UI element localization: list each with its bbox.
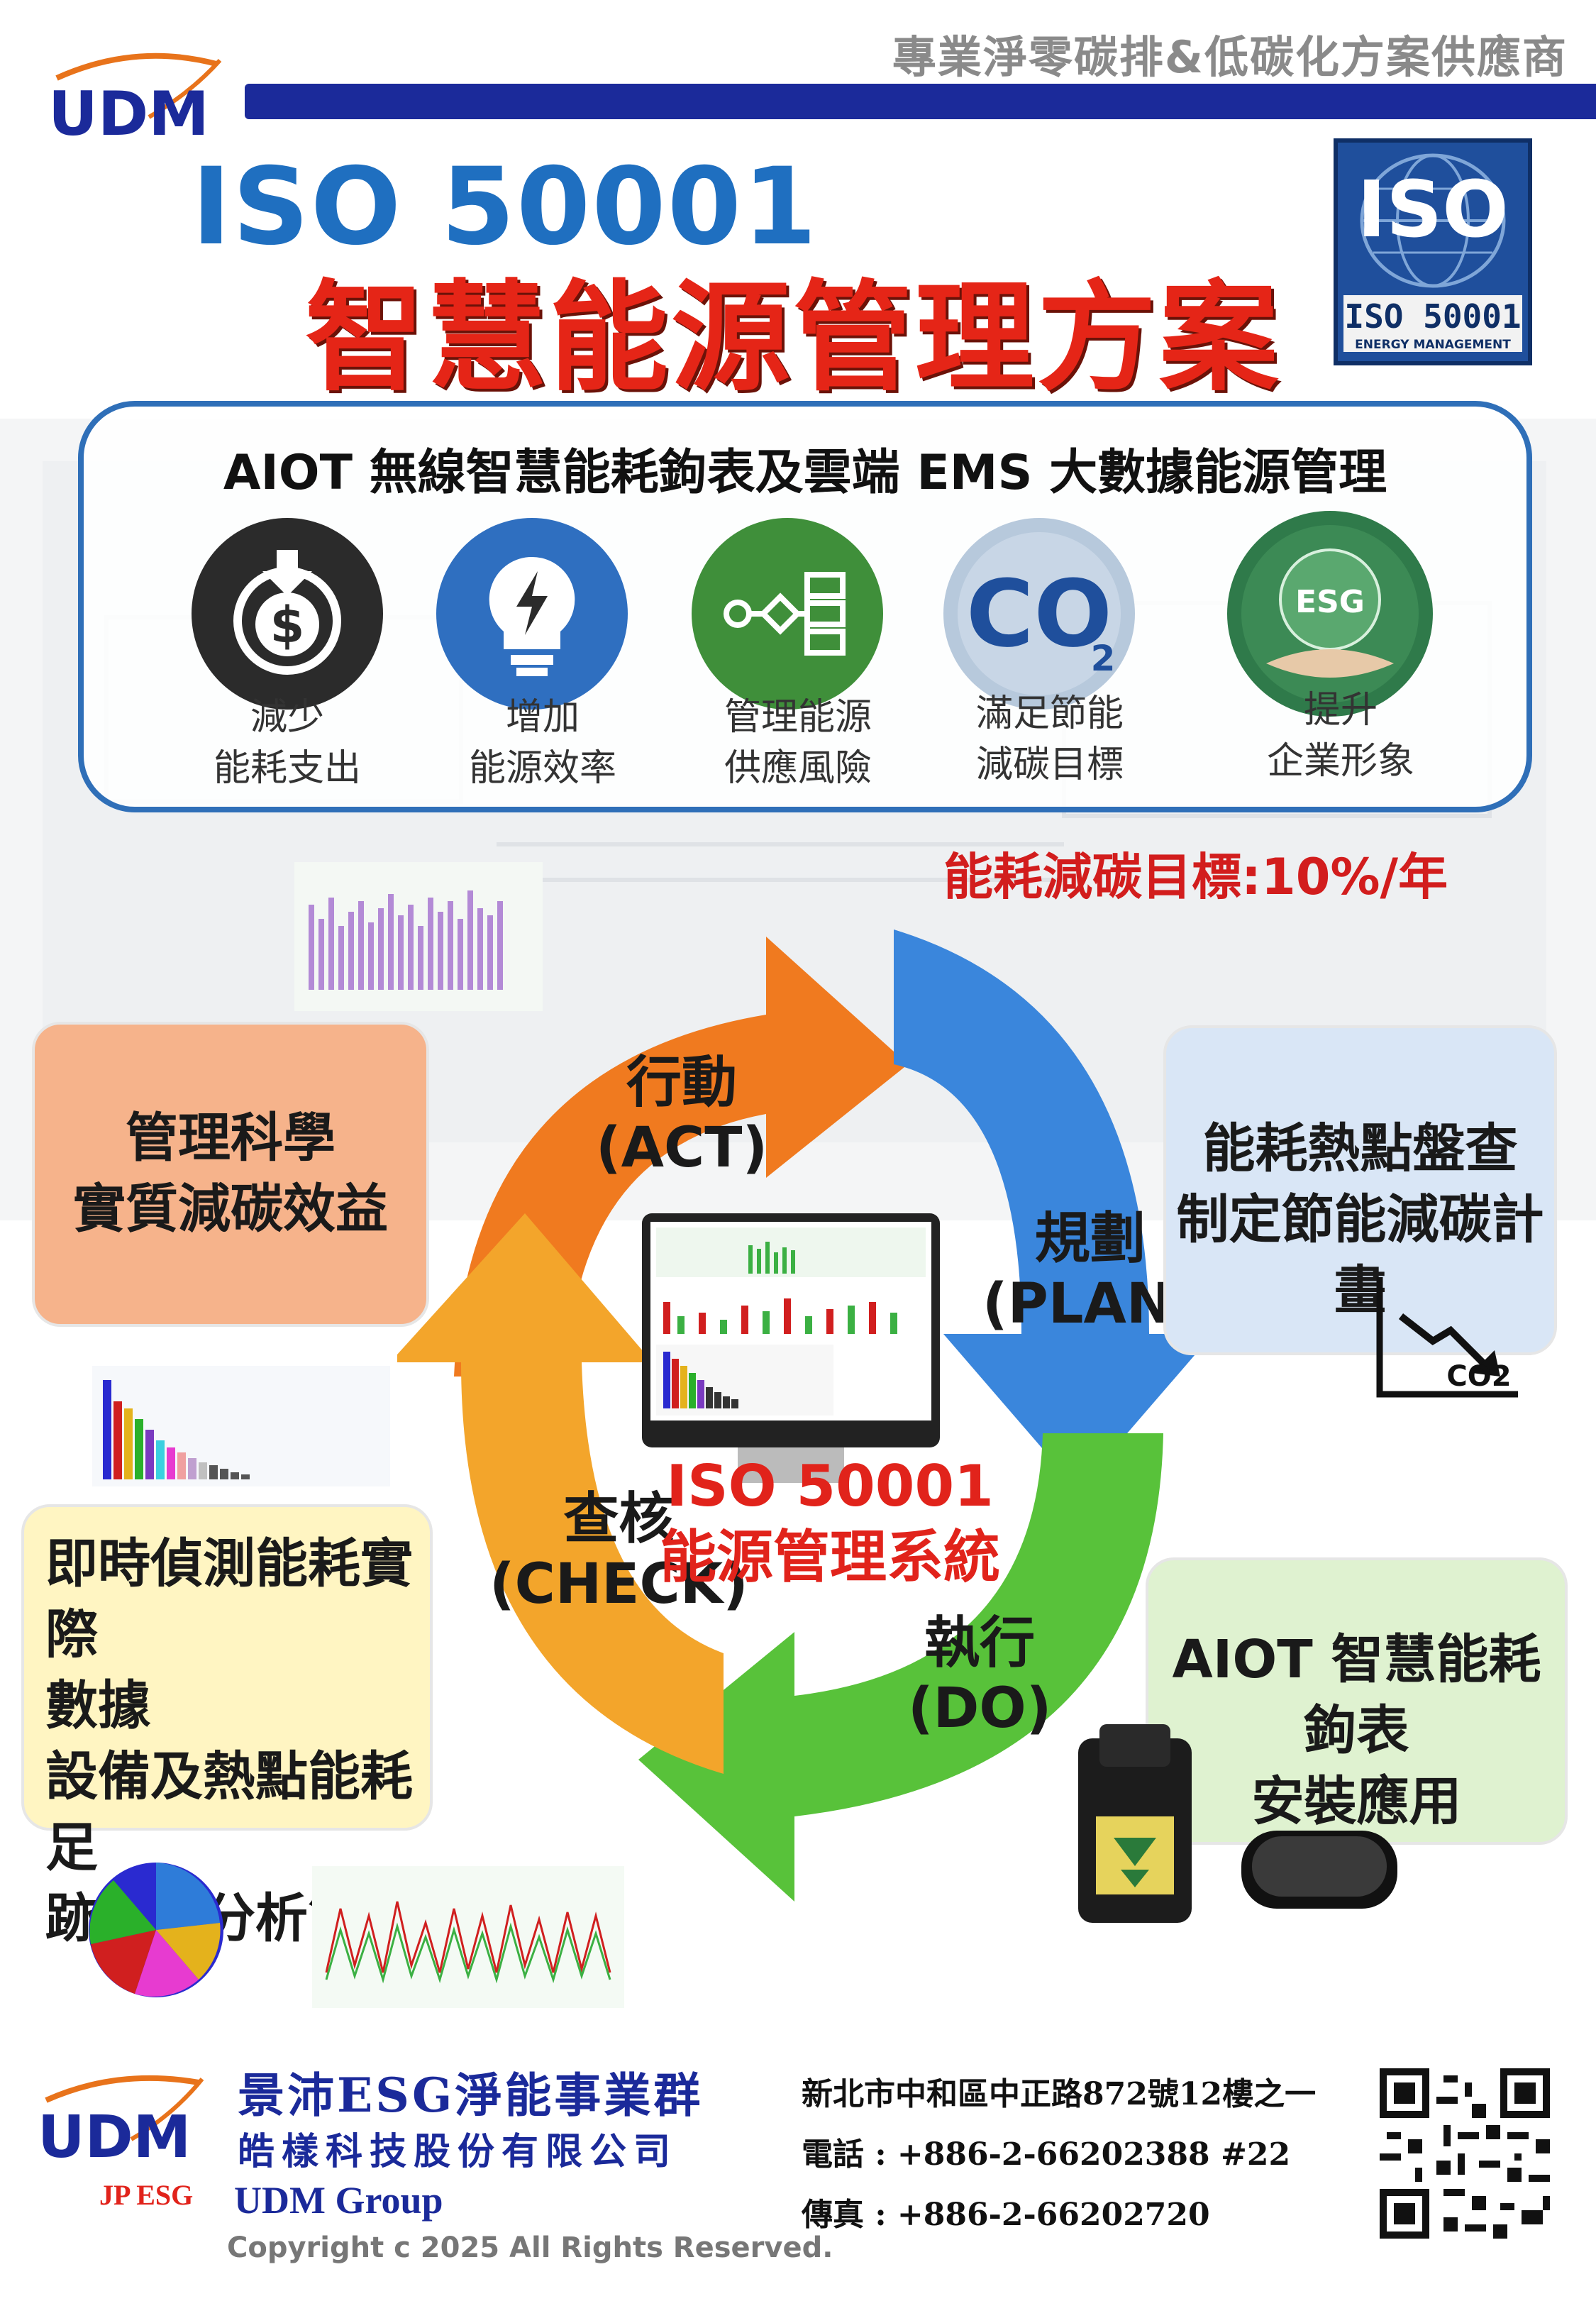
- footer-company: 景沛ESG淨能事業群: [238, 2068, 704, 2123]
- benefit-line2: 能源效率: [468, 747, 616, 790]
- check-line1: 查核: [563, 1487, 675, 1551]
- header-tagline: 專業淨零碳排&低碳化方案供應商: [892, 31, 1568, 83]
- udm-logo: UDM: [43, 50, 227, 150]
- box-line1: AIOT 智慧能耗鉤表: [1172, 1629, 1541, 1761]
- benefit-line1: 增加: [505, 696, 580, 739]
- act-label: 行動 (ACT): [596, 1050, 767, 1181]
- title-solution: 智慧能源管理方案: [305, 268, 1281, 407]
- management-science-box: 管理科學 實質減碳效益: [32, 1022, 429, 1327]
- logo-text: UDM: [48, 79, 209, 149]
- benefit-line1: 提升: [1303, 689, 1378, 732]
- realtime-monitoring-box: 即時偵測能耗實際 數據 設備及熱點能耗足 跡統計分析管理: [21, 1504, 433, 1949]
- plan-label: 規劃 (PLAN): [982, 1206, 1198, 1337]
- act-line1: 行動: [626, 1051, 738, 1115]
- hotspot-inventory-box: 能耗熱點盤查 制定節能減碳計畫: [1163, 1025, 1557, 1355]
- box-line1: 管理科學: [126, 1108, 336, 1169]
- co2-icon: CO 2: [943, 518, 1135, 710]
- benefit-increase-efficiency: 增加 能源效率: [422, 692, 663, 794]
- qr-code[interactable]: [1373, 2061, 1557, 2246]
- benefit-line1: 管理能源: [724, 696, 872, 739]
- do-label: 執行 (DO): [908, 1611, 1051, 1741]
- pie-chart-thumbnail: [85, 1859, 241, 2001]
- globe-icon: [1360, 153, 1506, 288]
- iso-badge: ISO ISO 50001 ENERGY MANAGEMENT: [1334, 138, 1532, 365]
- benefit-carbon-goal: 滿足節能 減碳目標: [929, 688, 1170, 790]
- panel-title: AIOT 無線智慧能耗鉤表及雲端 EMS 大數據能源管理: [223, 445, 1387, 501]
- plan-line2: (PLAN): [982, 1272, 1198, 1336]
- ems-line1: ISO 50001: [666, 1453, 994, 1519]
- do-line1: 執行: [924, 1611, 1036, 1675]
- jp-esg-label: JP ESG: [99, 2179, 194, 2211]
- benefit-manage-risk: 管理能源 供應風險: [677, 692, 919, 794]
- iso-badge-standard: ISO 50001: [1343, 295, 1522, 338]
- svg-text:CO: CO: [966, 560, 1112, 668]
- svg-text:$: $: [270, 596, 305, 654]
- box-line2: 數據: [45, 1675, 150, 1736]
- monitor-stand: [738, 1447, 844, 1483]
- carbon-goal: 能耗減碳目標:10%/年: [943, 848, 1448, 906]
- flowchart-icon: [692, 518, 883, 710]
- footer-subsidiary: 皓樣科技股份有限公司: [238, 2130, 678, 2173]
- co2-decrease-icon: CO2: [1373, 1274, 1522, 1401]
- svg-text:2: 2: [1091, 638, 1116, 679]
- benefit-line2: 能耗支出: [213, 747, 361, 790]
- current-clamp-sensor-icon: [1064, 1724, 1206, 1930]
- plan-line1: 規劃: [1034, 1207, 1146, 1271]
- aiot-meter-box: AIOT 智慧能耗鉤表 安裝應用: [1146, 1557, 1568, 1845]
- check-label: 查核 (CHECK): [489, 1486, 748, 1617]
- title-iso: ISO 50001: [192, 145, 819, 269]
- benefit-reduce-cost: 減少 能耗支出: [167, 692, 408, 794]
- iso-badge-sub: ENERGY MANAGEMENT: [1343, 338, 1522, 352]
- ems-line2: 能源管理系統: [660, 1524, 1000, 1590]
- box-line1: 能耗熱點盤查: [1202, 1118, 1518, 1179]
- bar-chart-thumbnail: [294, 862, 543, 1011]
- box-line2: 實質減碳效益: [73, 1179, 388, 1240]
- box-line2: 制定節能減碳計畫: [1176, 1189, 1544, 1321]
- lightbulb-icon: [436, 518, 628, 710]
- check-line2: (CHECK): [489, 1552, 748, 1616]
- footer-phone: 電話 : +886-2-66202388 #22: [802, 2136, 1291, 2173]
- do-line2: (DO): [908, 1677, 1052, 1740]
- header-bar: [245, 84, 1596, 119]
- benefit-corporate-image: 提升 企業形象: [1220, 685, 1461, 787]
- benefit-line1: 減少: [250, 696, 324, 739]
- money-saving-icon: $: [192, 518, 383, 710]
- wireless-gateway-icon: [1234, 1816, 1404, 1916]
- benefit-line1: 滿足節能: [975, 693, 1124, 735]
- monitor-icon: [642, 1213, 940, 1447]
- box-line1: 即時偵測能耗實際: [45, 1533, 413, 1665]
- svg-text:ESG: ESG: [1295, 584, 1365, 620]
- ems-center-title: ISO 50001 能源管理系統: [645, 1451, 1014, 1593]
- benefit-line2: 供應風險: [724, 747, 872, 790]
- footer-fax: 傳真 : +886-2-66202720: [802, 2197, 1210, 2233]
- box-line3: 設備及熱點能耗足: [45, 1746, 413, 1878]
- udm-footer-logo: UDM: [32, 2072, 209, 2178]
- footer-address: 新北市中和區中正路872號12樓之一: [802, 2076, 1317, 2112]
- co2-decrease-label: CO2: [1446, 1360, 1511, 1393]
- act-line2: (ACT): [596, 1116, 768, 1180]
- footer-group: UDM Group: [234, 2179, 443, 2222]
- do-arrow: [638, 1433, 1163, 1902]
- benefit-line2: 減碳目標: [975, 744, 1124, 786]
- line-chart-thumbnail: [312, 1866, 624, 2008]
- footer-logo-text: UDM: [38, 2104, 191, 2171]
- plan-arrow: [894, 929, 1213, 1490]
- box-line2: 安裝應用: [1251, 1771, 1462, 1832]
- ranking-chart-thumbnail: [92, 1366, 390, 1486]
- footer-copyright: Copyright c 2025 All Rights Reserved.: [227, 2231, 833, 2264]
- benefit-line2: 企業形象: [1266, 740, 1414, 783]
- iso-badge-label: ISO: [1357, 164, 1509, 255]
- esg-globe-icon: ESG: [1227, 511, 1433, 717]
